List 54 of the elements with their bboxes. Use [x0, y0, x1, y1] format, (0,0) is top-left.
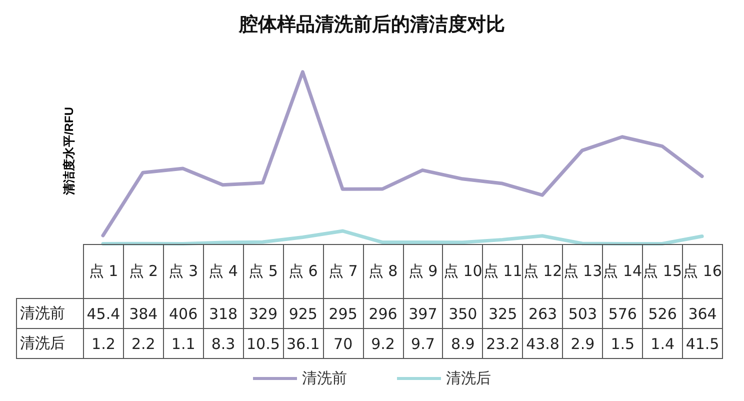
text: 清洗后	[20, 334, 65, 352]
x-tick-label: 点 14	[602, 244, 643, 298]
x-tick-label: 点 15	[642, 244, 683, 298]
x-tick-label: 点 6	[283, 244, 324, 298]
x-tick-label: 点 4	[203, 244, 244, 298]
data-label: 397	[403, 298, 443, 328]
x-tick-label: 点 16	[682, 244, 722, 298]
data-label: 503	[562, 298, 603, 328]
data-label: 295	[323, 298, 364, 328]
x-tick-label: 点 2	[123, 244, 164, 298]
data-label: 9.2	[363, 328, 403, 358]
x-tick-label: 点 10	[442, 244, 483, 298]
x-tick-label: 点 11	[482, 244, 523, 298]
data-label: 45.4	[84, 298, 124, 328]
y-axis-title: 清洁度水平/RFU	[62, 107, 76, 196]
data-label: 406	[163, 298, 204, 328]
data-label: 9.7	[403, 328, 443, 358]
data-label: 1.2	[84, 328, 124, 358]
data-label: 350	[442, 298, 483, 328]
x-tick-label: 点 13	[562, 244, 603, 298]
data-label: 296	[363, 298, 403, 328]
data-label: 364	[682, 298, 722, 328]
legend-label: 清洗前	[302, 370, 347, 387]
data-label: 325	[482, 298, 523, 328]
data-label: 318	[203, 298, 244, 328]
data-label: 8.9	[442, 328, 483, 358]
data-label: 576	[602, 298, 643, 328]
data-label: 2.2	[123, 328, 164, 358]
data-label: 1.1	[163, 328, 204, 358]
x-tick-label: 点 1	[84, 244, 124, 298]
data-label: 526	[642, 298, 683, 328]
x-tick-label: 点 8	[363, 244, 403, 298]
data-label: 925	[283, 298, 324, 328]
data-label: 10.5	[243, 328, 284, 358]
data-label: 2.9	[562, 328, 603, 358]
x-tick-label: 点 5	[243, 244, 284, 298]
text: 清洗前	[20, 304, 65, 322]
data-label: 41.5	[682, 328, 722, 358]
data-label: 43.8	[522, 328, 563, 358]
x-tick-label: 点 3	[163, 244, 204, 298]
legend-label: 清洗后	[446, 370, 491, 387]
x-tick-label: 点 12	[522, 244, 563, 298]
data-label: 329	[243, 298, 284, 328]
data-label: 384	[123, 298, 164, 328]
data-label: 23.2	[482, 328, 523, 358]
data-label: 263	[522, 298, 563, 328]
data-label: 8.3	[203, 328, 244, 358]
data-label: 1.5	[602, 328, 643, 358]
data-label: 36.1	[283, 328, 324, 358]
data-label: 70	[323, 328, 364, 358]
x-tick-label: 点 9	[403, 244, 443, 298]
chart-title: 腔体样品清洗前后的清洁度对比	[238, 14, 505, 36]
x-tick-label: 点 7	[323, 244, 364, 298]
data-label: 1.4	[642, 328, 683, 358]
